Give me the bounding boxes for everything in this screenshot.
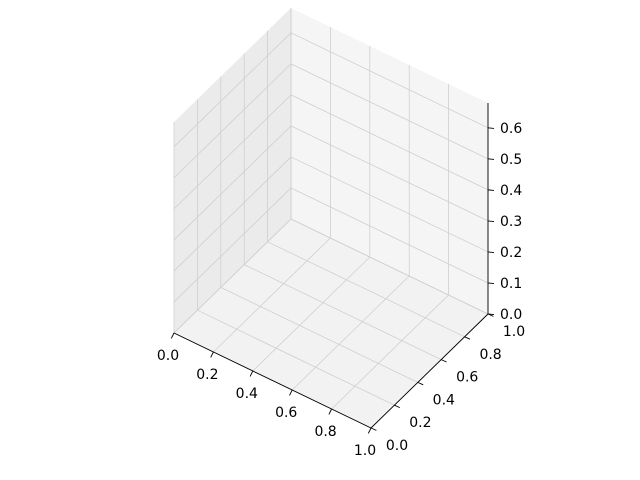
z-tick-label: 0.4 [500,183,522,199]
z-tick-mark [487,189,495,191]
x-tick-label: 0.8 [314,424,336,440]
grid-back-z [290,156,489,253]
x-tick-mark [367,427,372,434]
grid-left-z [173,94,292,210]
x-tick-mark [328,408,333,415]
y-tick-label: 0.6 [456,370,478,386]
grid-floor-y [244,264,442,360]
grid-back-z [290,218,489,315]
z-tick-label: 0.6 [500,121,522,137]
floor-pane [174,219,488,428]
grid-left-z [173,63,292,179]
y-axis-ticks: 0.00.20.40.60.81.0 [370,313,525,454]
x-axis-ticks: 0.0 0.2 0.4 0.6 0.8 1.0 [157,332,376,459]
y-tick-mark [417,381,424,386]
z-tick-label: 0.5 [500,152,522,168]
z-tick-label: 0.3 [500,214,522,230]
y-tick-mark [370,427,377,431]
y-tick-label: 0.8 [479,347,501,363]
y-tick-label: 0.0 [386,438,408,454]
y-tick-mark [441,359,447,363]
grid-back-z [290,94,489,191]
z-tick-mark [487,158,495,160]
x-tick-mark [170,332,175,339]
grid-back-z [290,187,489,284]
grid-back-z [290,32,489,129]
x-tick-mark [249,370,254,377]
z-tick-mark [487,251,495,253]
z-tick-mark [487,313,495,316]
axes-panes [174,8,488,428]
grid-left-z [173,125,292,241]
x-tick-label: 0.4 [236,386,258,402]
axis-lines [173,103,489,429]
grid-floor-x [252,256,371,372]
grid-floor-y [197,309,395,406]
z-tick-label: 0.0 [500,307,522,323]
grid-floor-y [220,287,418,383]
grid-left-z [173,218,292,334]
y-tick-label: 0.4 [433,392,455,408]
y-tick-mark [394,404,400,409]
grid-back-z [290,125,489,222]
y-tick-label: 1.0 [503,324,525,340]
z-tick-mark [487,127,495,129]
y-axis-line [370,313,489,429]
z-tick-mark [487,282,495,285]
y-tick-mark [464,336,471,340]
y-tick-label: 0.2 [409,415,431,431]
back-pane [291,8,488,314]
grid-left-z [173,187,292,303]
z-tick-mark [487,220,495,222]
z-axis-ticks: 0.0 0.1 0.2 0.3 0.4 0.5 0.6 [487,121,522,323]
grid-floor-x [291,275,410,391]
grid-left-z [173,32,292,148]
x-tick-mark [210,351,214,358]
grid-floor-y [267,241,465,338]
x-tick-mark [289,389,293,396]
z-tick-label: 0.2 [500,245,522,261]
grid-back-z [290,63,489,160]
x-tick-label: 0.6 [275,405,297,421]
grid-floor-x [331,294,449,410]
z-tick-label: 0.1 [500,276,522,292]
x-tick-label: 0.0 [157,348,179,364]
grid-floor-x [213,237,331,353]
x-tick-label: 0.2 [196,367,218,383]
x-tick-label: 1.0 [354,443,376,459]
left-pane [174,8,291,333]
x-axis-line [173,332,372,429]
grid-left-z [173,156,292,272]
